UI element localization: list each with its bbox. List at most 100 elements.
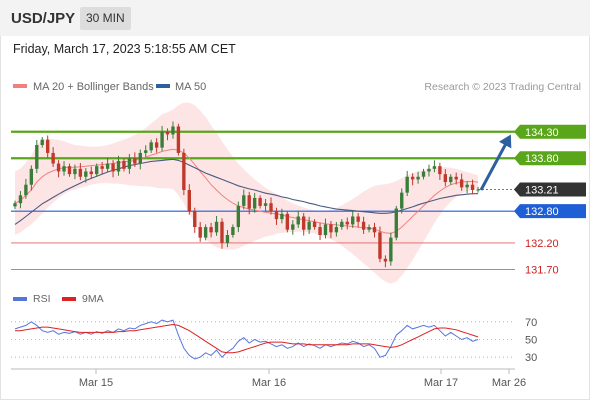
candle-body [149, 142, 153, 151]
candle-body [443, 174, 448, 183]
level-tag-134.30 [514, 124, 586, 139]
candle-body [225, 235, 230, 243]
candle-body [214, 221, 219, 233]
candle-body [144, 150, 148, 153]
candle-body [356, 216, 360, 222]
candle-body [187, 190, 191, 212]
candle-body [394, 208, 398, 238]
candle-body [133, 158, 137, 164]
candle-body [171, 126, 175, 135]
candle-body [312, 221, 317, 228]
candle-body [432, 166, 437, 169]
candle-body [176, 126, 181, 153]
candle-body [334, 227, 339, 233]
rsi-ma-line [15, 323, 479, 354]
candle-body [138, 152, 142, 164]
level-tag-133.80 [514, 151, 586, 166]
candle-body [29, 168, 34, 185]
candle-body [111, 163, 115, 172]
projection-arrow-shaft [479, 139, 510, 191]
candle-body [367, 227, 371, 230]
candle-body [236, 205, 241, 228]
candle-body [465, 184, 469, 188]
header-bar: USD/JPY 30 MIN [0, 0, 590, 36]
level-label-133.21: 133.21 [525, 184, 559, 196]
rsi-tick-label: 30 [525, 352, 537, 364]
price-legend: MA 20 + Bollinger Bands MA 50 [13, 81, 206, 93]
rsi-line [14, 319, 479, 360]
candle-body [285, 213, 290, 230]
x-axis: Mar 15 Mar 16 Mar 17 Mar 26 [79, 369, 526, 389]
candle-body [378, 232, 382, 259]
candle-body [405, 176, 409, 193]
level-label-133.80: 133.80 [525, 153, 559, 165]
ma20-legend-label: MA 20 + Bollinger Bands [33, 81, 154, 93]
ma50-legend-label: MA 50 [175, 81, 206, 93]
candle-body [160, 131, 164, 148]
candle-body [105, 163, 110, 169]
ma20-legend-swatch [13, 84, 27, 88]
candle-body [323, 224, 328, 235]
rsi-ma-legend-swatch [62, 297, 76, 301]
candle-body [361, 221, 366, 230]
x-tick-label: Mar 15 [79, 377, 113, 389]
candle-body [209, 227, 213, 233]
candle-body [318, 227, 322, 235]
candle-body [84, 171, 88, 177]
candle-body [182, 152, 186, 190]
level-label-132.80: 132.80 [525, 206, 559, 218]
ma20-line [14, 148, 479, 234]
x-tick-label: Mar 26 [492, 377, 526, 389]
candle-body [459, 179, 464, 188]
candle-body [45, 139, 50, 153]
ma50-line [14, 158, 478, 225]
candle-body [340, 221, 344, 228]
candle-body [383, 258, 388, 262]
candle-body [263, 203, 268, 206]
interval-selector[interactable]: 30 MIN [80, 7, 131, 30]
candle-body [198, 227, 202, 238]
level-tag-132.80 [514, 204, 586, 219]
ma50-legend-swatch [156, 84, 170, 88]
candle-body [372, 227, 377, 233]
rsi-tick-label: 50 [525, 335, 537, 347]
candle-body [400, 192, 404, 209]
candle-body [421, 171, 426, 177]
candle-body [470, 184, 475, 190]
candle-body [296, 216, 300, 225]
candle-body [56, 163, 61, 172]
x-tick-label: Mar 17 [424, 377, 458, 389]
candle-body [329, 224, 333, 233]
timestamp: Friday, March 17, 2023 5:18:55 AM CET [13, 42, 236, 56]
candle-body [307, 221, 311, 230]
candle-body [100, 166, 104, 169]
x-tick-label: Mar 16 [252, 377, 286, 389]
rsi-panel: 70 50 30 [11, 317, 537, 364]
level-tag-133.21 [514, 182, 586, 197]
candle-body [13, 203, 17, 207]
candle-body [122, 160, 126, 169]
level-label-131.70: 131.70 [525, 264, 559, 276]
candle-body [40, 139, 44, 145]
candle-body [51, 152, 55, 164]
price-levels [11, 130, 515, 270]
rsi-legend-swatch [13, 297, 27, 301]
candle-body [95, 166, 99, 175]
level-label-132.20: 132.20 [525, 238, 559, 250]
projection-arrow-head [498, 134, 512, 149]
candle-body [427, 168, 431, 172]
candle-body [274, 211, 279, 220]
candle-body [154, 142, 159, 148]
candle-body [18, 195, 23, 204]
level-labels: 134.30 133.80 133.21 132.80 132.20 131.70 [514, 124, 586, 276]
candle-body [438, 166, 442, 175]
candle-body [258, 197, 262, 206]
rsi-legend-label: RSI [33, 293, 51, 305]
instrument-title: USD/JPY [11, 10, 76, 27]
candle-body [203, 227, 208, 238]
candle-body [78, 168, 83, 177]
candle-body [116, 160, 121, 172]
candle-body [67, 166, 72, 175]
candle-body [291, 224, 295, 230]
candles [13, 121, 480, 268]
